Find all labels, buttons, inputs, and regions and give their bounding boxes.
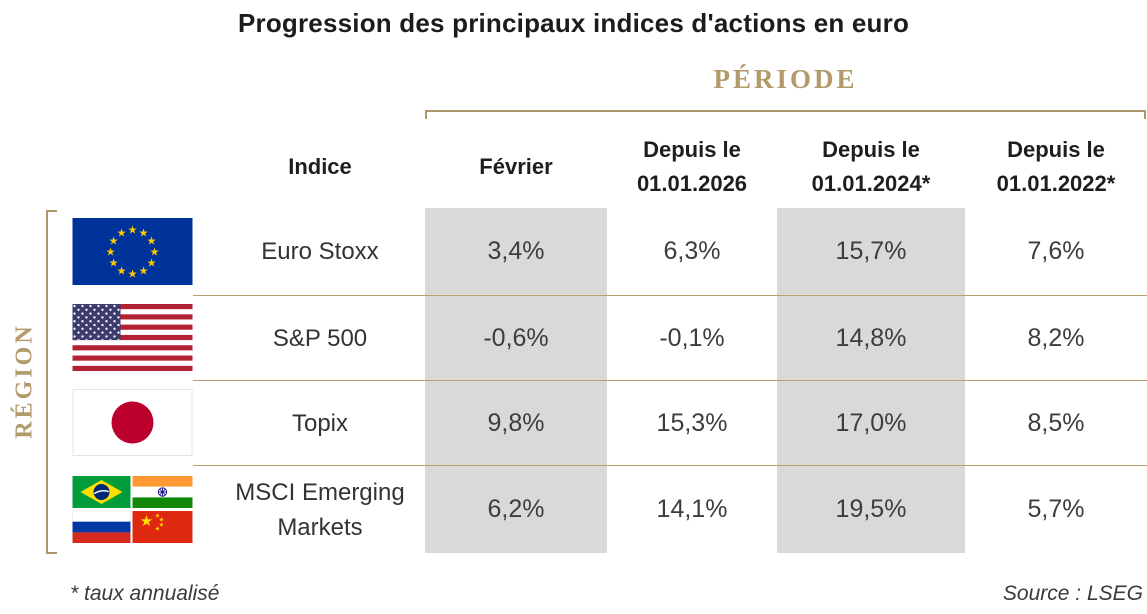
svg-text:★: ★: [117, 265, 127, 278]
value-cell: 8,5%: [965, 380, 1147, 465]
value-cell: 7,6%: [1027, 237, 1085, 265]
index-name: Topix: [193, 380, 425, 465]
period-bracket: [425, 110, 1146, 119]
svg-text:★: ★: [106, 246, 116, 259]
bric-flags-icon: ★ ★ ★ ★ ★: [72, 475, 193, 543]
column-header-line: 01.01.2024*: [811, 170, 931, 196]
us-flag-icon: [72, 304, 193, 371]
index-name: Euro Stoxx: [261, 238, 379, 265]
value-cell: 6,3%: [663, 237, 721, 265]
svg-text:★: ★: [109, 235, 119, 248]
svg-text:★: ★: [159, 516, 164, 523]
column-header-line: Depuis le: [1007, 136, 1105, 162]
table-row-flag: [72, 380, 193, 465]
column-header-line: Depuis le: [822, 136, 920, 162]
column-header-line: Février: [479, 153, 553, 179]
svg-text:★: ★: [128, 268, 138, 281]
column-header-2024: Depuis le 01.01.2024*: [777, 125, 965, 208]
table-row-flag: ★ ★ ★ ★ ★ ★ ★ ★ ★ ★ ★ ★: [72, 208, 193, 295]
svg-text:★: ★: [159, 521, 164, 528]
svg-text:★: ★: [128, 224, 138, 237]
value-cell: 14,1%: [607, 465, 777, 553]
japan-flag-icon: [72, 389, 193, 456]
column-header-line: Depuis le: [643, 136, 741, 162]
column-header-fevrier: Février: [425, 125, 607, 208]
value-cell: 15,7%: [777, 208, 965, 295]
index-name: S&P 500: [193, 295, 425, 380]
svg-text:★: ★: [140, 512, 153, 530]
svg-text:★: ★: [109, 257, 119, 270]
index-name: MSCI Emerging Markets: [193, 465, 425, 553]
value-cell: 15,3%: [607, 380, 777, 465]
svg-text:★: ★: [155, 512, 160, 519]
value-cell: 3,4%: [425, 208, 607, 295]
column-header-line: 01.01.2026: [636, 170, 748, 196]
indices-table: Indice Février Depuis le 01.01.2026 Depu…: [0, 125, 1147, 553]
svg-text:★: ★: [150, 246, 160, 259]
value-cell: 5,7%: [965, 465, 1147, 553]
svg-text:★: ★: [139, 265, 149, 278]
column-header-2022: Depuis le 01.01.2022*: [965, 125, 1147, 208]
table-row-flag: [72, 295, 193, 380]
value-cell: 17,0%: [777, 380, 965, 465]
svg-text:★: ★: [147, 235, 157, 248]
column-header-indice: Indice: [288, 153, 352, 179]
value-cell: 14,8%: [777, 295, 965, 380]
svg-text:★: ★: [155, 525, 160, 532]
eu-flag-icon: ★ ★★ ★★★ ★★★ ★★★: [72, 218, 193, 285]
value-cell: 8,2%: [965, 295, 1147, 380]
source-credit: Source : LSEG: [1002, 582, 1143, 605]
value-cell: -0,6%: [425, 295, 607, 380]
page-title: Progression des principaux indices d'act…: [237, 8, 910, 38]
region-bracket: [46, 210, 57, 554]
svg-text:★: ★: [147, 257, 157, 270]
value-cell: -0,1%: [607, 295, 777, 380]
value-cell: 6,2%: [425, 465, 607, 553]
annualized-rate-note: * taux annualisé: [70, 582, 220, 605]
column-header-line: 01.01.2022*: [996, 170, 1116, 196]
svg-text:★: ★: [139, 226, 149, 239]
value-cell: 19,5%: [777, 465, 965, 553]
table-row-flag: ★ ★ ★ ★ ★: [72, 465, 193, 553]
period-group-header: PÉRIODE: [713, 64, 858, 94]
value-cell: 9,8%: [425, 380, 607, 465]
svg-text:★: ★: [117, 226, 127, 239]
column-header-2026: Depuis le 01.01.2026: [607, 125, 777, 208]
